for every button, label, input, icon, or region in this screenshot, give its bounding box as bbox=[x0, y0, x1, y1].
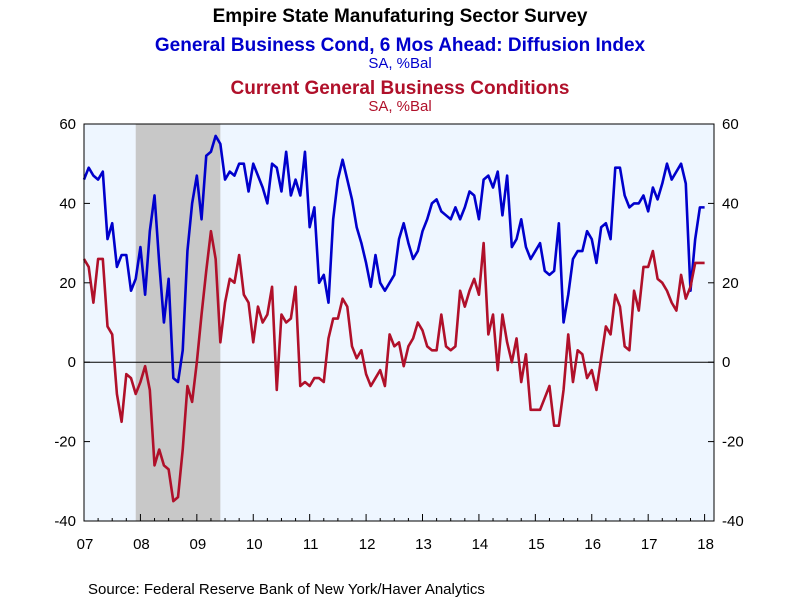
series-1-title: General Business Cond, 6 Mos Ahead: Diff… bbox=[155, 35, 646, 56]
y-tick-label-left: 40 bbox=[59, 195, 76, 212]
axis-layer: -40 -40 -20 -20 0 0 20 20 40 40 60 60 07 08 09 10 11 12 13… bbox=[54, 116, 743, 553]
y-tick-label-right: -20 bbox=[722, 434, 744, 451]
x-tick-label: 14 bbox=[472, 536, 489, 553]
series-2-unit: SA, %Bal bbox=[368, 98, 431, 115]
series-line-1 bbox=[82, 134, 705, 384]
x-tick-label: 12 bbox=[359, 536, 376, 553]
x-tick-label: 10 bbox=[246, 536, 263, 553]
y-tick-label-left: -20 bbox=[54, 434, 76, 451]
series-line-2 bbox=[82, 229, 705, 503]
series-1-unit: SA, %Bal bbox=[368, 55, 431, 72]
recession-shading bbox=[135, 124, 221, 521]
y-tick-label-left: 20 bbox=[59, 275, 76, 292]
x-tick-label: 11 bbox=[303, 536, 319, 553]
y-tick-label-right: -40 bbox=[722, 513, 744, 530]
x-tick-label: 16 bbox=[584, 536, 601, 553]
source-note: Source: Federal Reserve Bank of New York… bbox=[88, 581, 485, 598]
plot-frame bbox=[83, 123, 715, 522]
x-tick-label: 15 bbox=[528, 536, 545, 553]
chart-title: Empire State Manufaturing Sector Survey bbox=[213, 6, 588, 27]
x-tick-label: 18 bbox=[697, 536, 714, 553]
series-layer bbox=[82, 134, 705, 503]
x-tick-label: 08 bbox=[133, 536, 150, 553]
y-tick-label-right: 40 bbox=[722, 195, 739, 212]
y-tick-label-right: 0 bbox=[722, 354, 730, 371]
y-tick-label-right: 60 bbox=[722, 116, 739, 133]
y-tick-label-left: 60 bbox=[59, 116, 76, 133]
x-tick-label: 09 bbox=[189, 536, 206, 553]
y-tick-label-left: -40 bbox=[54, 513, 76, 530]
x-tick-label: 13 bbox=[415, 536, 432, 553]
series-2-title: Current General Business Conditions bbox=[231, 78, 570, 99]
y-tick-label-left: 0 bbox=[68, 354, 76, 371]
y-tick-label-right: 20 bbox=[722, 275, 739, 292]
x-tick-label: 17 bbox=[641, 536, 658, 553]
x-tick-label: 07 bbox=[77, 536, 94, 553]
